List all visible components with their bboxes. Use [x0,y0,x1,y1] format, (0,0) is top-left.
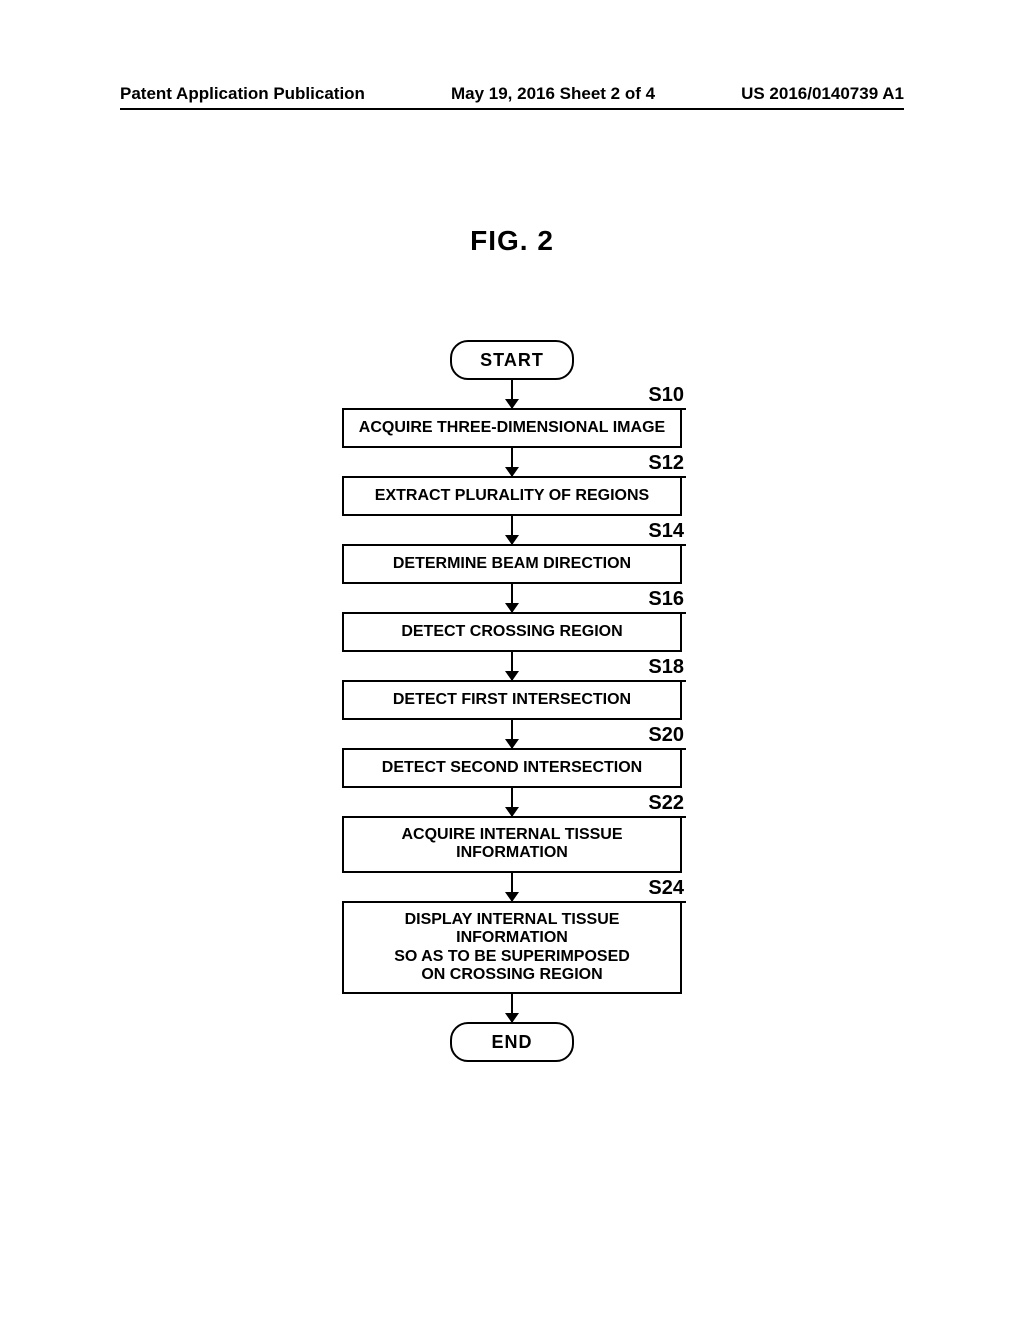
end-terminator: END [450,1022,574,1062]
step-id-label: S22 [644,792,686,818]
flow-step: S20DETECT SECOND INTERSECTION [342,748,682,788]
flow-step: S10ACQUIRE THREE-DIMENSIONAL IMAGE [342,408,682,448]
step-id-label: S16 [644,588,686,614]
process-box: DETECT CROSSING REGION [342,612,682,652]
process-box: DISPLAY INTERNAL TISSUE INFORMATIONSO AS… [342,901,682,995]
step-id-label: S10 [644,384,686,410]
flow-step: S12EXTRACT PLURALITY OF REGIONS [342,476,682,516]
flow-step: S18DETECT FIRST INTERSECTION [342,680,682,720]
step-id-label: S20 [644,724,686,750]
flow-arrow [511,873,514,901]
flow-step: S14DETERMINE BEAM DIRECTION [342,544,682,584]
flow-step: S16DETECT CROSSING REGION [342,612,682,652]
header-center: May 19, 2016 Sheet 2 of 4 [451,84,655,104]
step-id-label: S24 [644,877,686,903]
start-terminator: START [450,340,574,380]
flow-arrow [511,788,514,816]
flowchart: STARTS10ACQUIRE THREE-DIMENSIONAL IMAGES… [0,340,1024,1062]
flow-arrow [511,652,514,680]
flow-step: S24DISPLAY INTERNAL TISSUE INFORMATIONSO… [342,901,682,995]
process-box: EXTRACT PLURALITY OF REGIONS [342,476,682,516]
process-box: DETERMINE BEAM DIRECTION [342,544,682,584]
header-rule [120,108,904,110]
process-box: DETECT SECOND INTERSECTION [342,748,682,788]
process-box: DETECT FIRST INTERSECTION [342,680,682,720]
flow-arrow [511,584,514,612]
flow-arrow [511,720,514,748]
flow-arrow [511,994,514,1022]
header-left: Patent Application Publication [120,84,365,104]
flow-arrow [511,516,514,544]
step-id-label: S12 [644,452,686,478]
flow-step: S22ACQUIRE INTERNAL TISSUE INFORMATION [342,816,682,873]
page-header: Patent Application Publication May 19, 2… [0,84,1024,104]
header-right: US 2016/0140739 A1 [741,84,904,104]
process-box: ACQUIRE THREE-DIMENSIONAL IMAGE [342,408,682,448]
figure-title: FIG. 2 [0,225,1024,257]
step-id-label: S14 [644,520,686,546]
process-box: ACQUIRE INTERNAL TISSUE INFORMATION [342,816,682,873]
step-id-label: S18 [644,656,686,682]
flow-arrow [511,380,514,408]
flow-arrow [511,448,514,476]
